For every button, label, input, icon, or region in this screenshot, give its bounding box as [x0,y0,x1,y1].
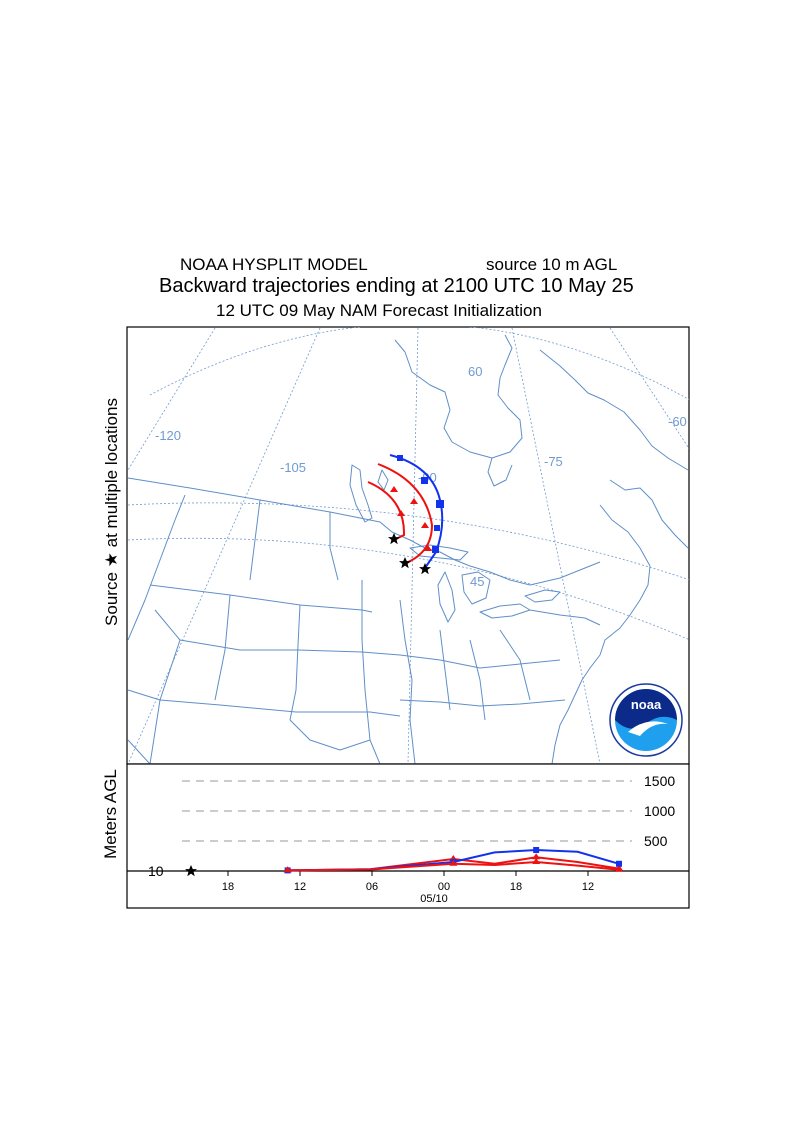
longitude-label-105: -105 [280,460,306,475]
source-star-1 [388,533,400,545]
map-frame [126,326,690,765]
profile-series-line-2 [287,860,620,872]
longitude-lines [127,327,689,764]
ytick-label-10: 10 [148,863,164,879]
xtick-label-2: 06 [366,881,378,893]
profile-source-star [185,865,197,877]
noaa-logo-text: noaa [631,697,662,712]
trajectory-subtitle: Backward trajectories ending at 2100 UTC… [159,275,634,297]
profile-series-0-marker-4 [532,853,541,860]
xtick-label-1: 12 [294,881,306,893]
source-star-2 [399,557,411,569]
profile-grid [182,780,632,842]
profile-series [283,847,623,874]
source-height-label: source 10 m AGL [486,255,618,274]
latitude-label-45: 45 [470,574,484,589]
noaa-logo: noaa [609,683,683,757]
trajectory-red-2 [367,481,406,541]
profile-series-2-marker-0 [283,866,292,873]
latitude-label-60: 60 [468,364,482,379]
profile-series-2-marker-2 [449,859,458,866]
trajectory-red-markers [390,486,432,551]
profile-date-label: 05/10 [420,893,448,905]
ytick-label-500: 500 [644,833,668,849]
source-stars [388,533,431,575]
profile-series-2-marker-6 [615,865,623,872]
xtick-label-3: 00 [438,881,450,893]
longitude-label-75: -75 [544,454,563,469]
graticule-labels: -120 -105 -90 -75 -60 60 45 [155,364,687,589]
longitude-label-120: -120 [155,428,181,443]
profile-ytick-labels: 10 500 1000 1500 [148,773,675,879]
profile-xtick-labels: 18 12 06 00 18 12 [222,871,594,893]
trajectory-red-1 [377,463,434,564]
profile-frame [126,763,690,909]
ytick-label-1500: 1500 [644,773,675,789]
latitude-lines [127,327,689,641]
model-title: NOAA HYSPLIT MODEL [180,255,368,274]
xtick-label-0: 18 [222,881,234,893]
profile-series-2-marker-4 [532,858,541,864]
longitude-label-60: -60 [668,414,687,429]
ytick-label-1000: 1000 [644,803,675,819]
profile-series-1-marker-4 [533,847,540,853]
xtick-label-5: 12 [582,881,594,893]
trajectory-blue-markers [397,455,444,553]
profile-series-1-marker-6 [616,860,622,867]
forecast-meta: 12 UTC 09 May NAM Forecast Initializatio… [216,301,542,320]
xtick-label-4: 18 [510,881,522,893]
boundaries [127,334,689,764]
source-star-3 [419,563,431,575]
map-content: -120 -105 -90 -75 -60 60 45 [127,327,689,764]
